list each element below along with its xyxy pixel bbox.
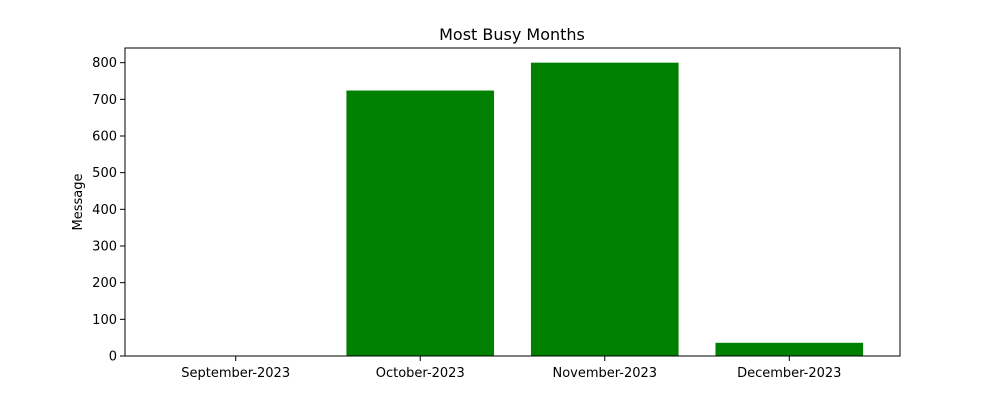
- chart-title: Most Busy Months: [439, 25, 585, 44]
- x-tick-label: September-2023: [181, 366, 290, 381]
- bars-group: [161, 62, 864, 357]
- y-tick-label: 300: [92, 240, 117, 255]
- x-axis: September-2023 October-2023 November-2023 D…: [181, 356, 841, 381]
- y-tick-label: 700: [92, 93, 117, 108]
- x-tick-label: October-2023: [376, 366, 465, 381]
- y-tick-label: 0: [109, 350, 117, 365]
- plot-frame: [124, 47, 901, 357]
- y-tick-label: 400: [92, 203, 117, 218]
- y-tick-label: 600: [92, 130, 117, 145]
- x-tick-label: December-2023: [737, 366, 841, 381]
- y-axis-label: Message: [71, 174, 86, 231]
- y-tick-label: 100: [92, 313, 117, 328]
- y-axis: 0 100 200 300 400 500 600 700 800: [92, 56, 125, 365]
- x-tick-label: November-2023: [552, 366, 657, 381]
- bar-december-2023: [715, 342, 864, 356]
- bar-october-2023: [346, 90, 495, 356]
- y-tick-label: 200: [92, 276, 117, 291]
- y-tick-label: 800: [92, 56, 117, 71]
- y-tick-label: 500: [92, 166, 117, 181]
- bar-november-2023: [530, 62, 679, 357]
